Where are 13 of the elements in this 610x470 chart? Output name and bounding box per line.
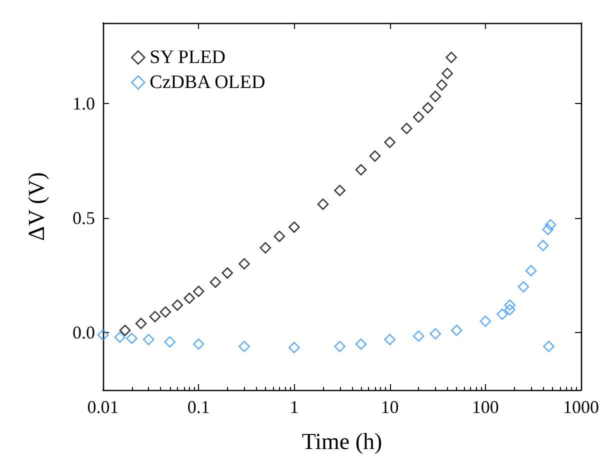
x-tick-label: 100 — [472, 397, 499, 417]
x-tick-label: 0.01 — [87, 397, 119, 417]
legend-label: SY PLED — [150, 47, 226, 68]
y-axis-title: ΔV (V) — [24, 172, 49, 241]
legend-label: CzDBA OLED — [150, 72, 266, 93]
x-tick-label: 1000 — [563, 397, 599, 417]
y-tick-label: 0.0 — [72, 322, 95, 343]
x-axis-title: Time (h) — [302, 429, 382, 454]
x-tick-label: 1 — [290, 397, 299, 417]
x-tick-label: 0.1 — [187, 397, 210, 417]
x-tick-label: 10 — [380, 397, 399, 417]
y-tick-label: 1.0 — [72, 93, 95, 114]
y-tick-label: 0.5 — [72, 208, 95, 228]
